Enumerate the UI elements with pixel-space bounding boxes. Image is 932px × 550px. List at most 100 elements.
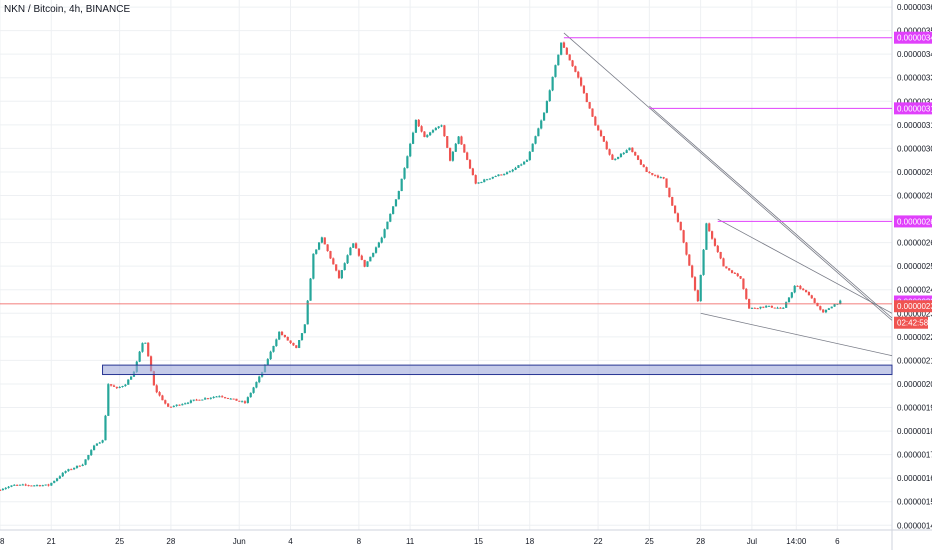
candle-body — [303, 324, 306, 334]
candle-body — [770, 305, 774, 308]
candle-body — [531, 143, 534, 152]
candle-body — [147, 342, 150, 357]
candle-body — [372, 252, 375, 257]
candle-body — [517, 165, 520, 168]
candle-body — [554, 65, 557, 77]
candle-body — [0, 489, 2, 491]
candle-body — [745, 288, 748, 299]
y-tick-label: 0.00000360 — [897, 3, 932, 12]
candle-body — [822, 309, 825, 313]
y-tick-label: 0.00000190 — [897, 404, 932, 413]
y-tick-label: 0.00000180 — [897, 427, 932, 436]
y-tick-label: 0.00000350 — [897, 27, 932, 36]
candle-body — [799, 285, 802, 289]
candle-body — [645, 167, 648, 172]
candle-body — [337, 270, 341, 279]
candle-body — [218, 396, 221, 398]
candle-body — [44, 484, 47, 486]
candle-body — [164, 400, 167, 404]
candle-body — [520, 164, 523, 166]
candle-body — [728, 268, 731, 271]
price-tag — [894, 300, 932, 313]
candle-body — [839, 300, 842, 304]
candle-body — [722, 258, 725, 267]
candle-body — [121, 386, 124, 388]
candle-body — [189, 400, 193, 403]
candle-body — [326, 244, 329, 252]
candle-body — [360, 255, 363, 260]
candle-body — [357, 248, 361, 256]
candle-body — [454, 143, 457, 152]
candle-body — [201, 399, 204, 401]
candle-body — [802, 288, 805, 291]
y-tick-label: 0.00000160 — [897, 474, 932, 483]
candle-body — [750, 307, 754, 309]
resistance-price-tag-label: 0.00000347 — [897, 34, 932, 43]
candle-body — [540, 120, 543, 129]
candle-body — [711, 231, 714, 239]
x-tick-label: 11 — [406, 537, 415, 546]
candle-body — [403, 168, 406, 179]
candle-body — [824, 309, 828, 313]
candle-body — [158, 392, 161, 396]
candle-body — [793, 285, 796, 293]
x-tick-label: 6 — [835, 537, 840, 546]
candle-body — [70, 469, 73, 471]
candle-body — [369, 256, 372, 262]
candle-body — [204, 398, 207, 400]
candle-body — [340, 270, 343, 279]
candle-body — [557, 54, 560, 66]
y-tick-label: 0.00000260 — [897, 239, 932, 248]
candle-body — [579, 77, 583, 86]
y-tick-label: 0.00000300 — [897, 144, 932, 153]
candle-body — [84, 459, 87, 465]
candle-body — [172, 405, 175, 407]
candle-body — [437, 126, 440, 128]
candle-body — [275, 339, 278, 346]
x-tick-label: 4 — [288, 537, 293, 546]
candle-body — [505, 172, 509, 175]
candle-body — [443, 125, 446, 137]
candle-body — [810, 295, 813, 299]
candle-body — [78, 465, 81, 467]
candle-body — [588, 102, 591, 109]
candle-body — [673, 205, 677, 214]
x-tick-label: Jun — [233, 537, 246, 546]
candle-body — [349, 247, 352, 256]
candle-body — [283, 334, 287, 337]
candle-body — [184, 403, 187, 405]
candle-body — [639, 159, 643, 165]
candle-body — [830, 306, 833, 309]
candle-body — [725, 266, 728, 269]
candle-body — [386, 221, 389, 230]
y-tick-label: 0.00000280 — [897, 192, 932, 201]
candle-body — [571, 60, 574, 67]
candle-body — [488, 178, 492, 180]
candle-body — [92, 445, 96, 451]
candle-body — [141, 343, 144, 352]
candle-body — [107, 384, 110, 416]
candle-body — [16, 484, 19, 486]
candle-body — [759, 306, 762, 309]
candle-body — [323, 237, 326, 245]
candle-body — [138, 351, 141, 362]
candle-body — [315, 249, 318, 254]
candle-body — [181, 404, 184, 406]
candle-body — [409, 143, 412, 157]
candle-body — [426, 135, 429, 137]
candle-body — [24, 484, 27, 486]
candle-body — [742, 278, 745, 289]
candle-body — [317, 242, 321, 250]
candle-body — [736, 273, 739, 277]
x-tick-label: 22 — [594, 537, 603, 546]
candle-body — [685, 242, 688, 255]
x-tick-label: 14:00 — [786, 537, 807, 546]
candle-body — [446, 136, 449, 148]
candle-body — [782, 307, 785, 309]
candle-body — [551, 76, 554, 91]
candle-body — [651, 173, 654, 175]
candle-body — [50, 482, 53, 486]
candle-body — [374, 247, 378, 253]
candle-body — [688, 254, 691, 266]
candle-body — [423, 131, 426, 137]
